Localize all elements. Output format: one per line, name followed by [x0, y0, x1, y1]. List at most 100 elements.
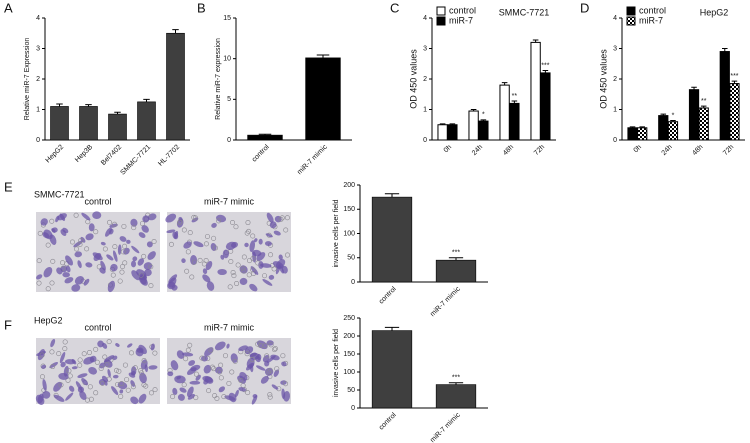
pore [62, 346, 68, 352]
cell [238, 345, 248, 352]
pore [49, 218, 55, 224]
bar [371, 330, 413, 409]
cell [41, 390, 51, 399]
cell [203, 379, 209, 385]
pore [267, 392, 273, 398]
cell [60, 229, 67, 237]
pore [235, 262, 241, 268]
chart-title: HepG2 [700, 7, 729, 17]
error-bar [501, 82, 508, 86]
pore [266, 369, 272, 375]
cell [195, 374, 201, 381]
pore [250, 256, 256, 262]
pore [208, 347, 214, 353]
pore [191, 259, 197, 265]
pore [168, 241, 174, 247]
pore [115, 381, 121, 387]
bar [166, 32, 185, 141]
pore [221, 394, 227, 400]
error-bar [143, 98, 150, 102]
pore [226, 380, 232, 386]
cell [264, 241, 272, 247]
pore [121, 223, 127, 229]
error-bar [660, 113, 667, 116]
y-tick-label: 50 [347, 255, 355, 262]
bar [305, 57, 341, 141]
pore [56, 351, 62, 357]
chart-title: SMMC-7721 [499, 7, 550, 17]
pore [77, 357, 83, 363]
y-axis-label: OD 450 values [598, 49, 608, 109]
x-tick-label: HepG2 [45, 144, 66, 165]
cell [128, 372, 136, 378]
pore [183, 356, 189, 362]
cell [53, 394, 65, 402]
significance-label: *** [730, 73, 738, 80]
pore [130, 384, 136, 390]
cell [81, 378, 88, 386]
pore [116, 368, 122, 374]
cell [88, 366, 97, 375]
x-tick-label: SMMC-7721 [119, 144, 152, 177]
bar [137, 101, 156, 141]
pore [93, 229, 99, 235]
error-bar [691, 86, 697, 90]
error-bar [85, 104, 92, 107]
pore [184, 268, 190, 274]
pore [193, 371, 199, 377]
y-tick-label: 4 [423, 15, 427, 22]
pore [245, 220, 251, 226]
y-tick-label: 3 [423, 45, 427, 52]
pore [77, 362, 83, 368]
pore [284, 215, 290, 221]
pore [185, 347, 191, 353]
pore [199, 355, 205, 361]
cell [270, 354, 280, 361]
cell [101, 375, 109, 383]
pore [255, 260, 261, 266]
pore [119, 381, 125, 387]
cell [269, 221, 277, 229]
legend-swatch [626, 16, 636, 26]
pore [240, 265, 246, 271]
y-tick-label: 15 [223, 15, 231, 22]
cell [260, 375, 269, 384]
cell [271, 384, 279, 390]
error-bar [172, 29, 179, 34]
error-bar [448, 382, 464, 385]
pore [201, 261, 207, 267]
pore [227, 284, 233, 290]
pore [131, 225, 137, 231]
cell [130, 218, 138, 227]
cell [254, 355, 261, 363]
error-bar [316, 54, 330, 58]
bar [729, 83, 740, 141]
y-tick-label: 5 [227, 96, 231, 103]
cell [88, 223, 95, 232]
cell [177, 393, 185, 401]
error-bar [639, 126, 645, 128]
pore [58, 382, 64, 388]
y-tick-label: 1 [36, 106, 40, 113]
cell [258, 261, 264, 269]
bar [637, 127, 648, 141]
y-tick-label: 4 [613, 15, 617, 22]
cell [258, 238, 263, 245]
bar [688, 89, 700, 141]
cell [115, 343, 120, 347]
y-axis-label: Relative miR-7 Expression [24, 38, 31, 121]
pore [39, 374, 45, 380]
pore [36, 280, 42, 286]
cell [51, 228, 56, 233]
pore [268, 342, 274, 348]
bar [509, 102, 520, 141]
pore [187, 230, 193, 236]
y-tick-label: 2 [423, 76, 427, 83]
pore [50, 364, 56, 370]
cell [104, 355, 115, 363]
cell [81, 212, 91, 221]
cell [132, 256, 138, 262]
cell [55, 215, 60, 223]
cell [40, 218, 48, 226]
